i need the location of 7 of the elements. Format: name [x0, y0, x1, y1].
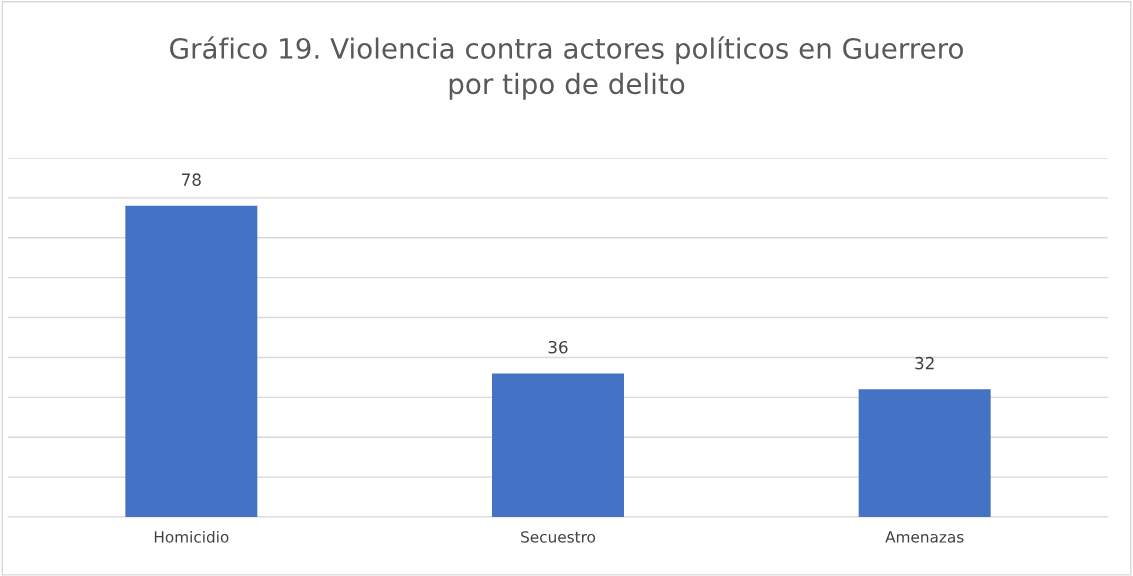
- chart-title: Gráfico 19. Violencia contra actores políticos en Guerrero por tipo de delito: [170, 36, 963, 100]
- data-label: 78: [182, 173, 201, 186]
- data-label: 32: [915, 356, 934, 370]
- x-tick-label: Homicidio: [154, 530, 229, 543]
- data-label: 36: [548, 340, 568, 354]
- x-tick-label: Secuestro: [521, 531, 596, 543]
- x-tick-label: Amenazas: [885, 531, 964, 543]
